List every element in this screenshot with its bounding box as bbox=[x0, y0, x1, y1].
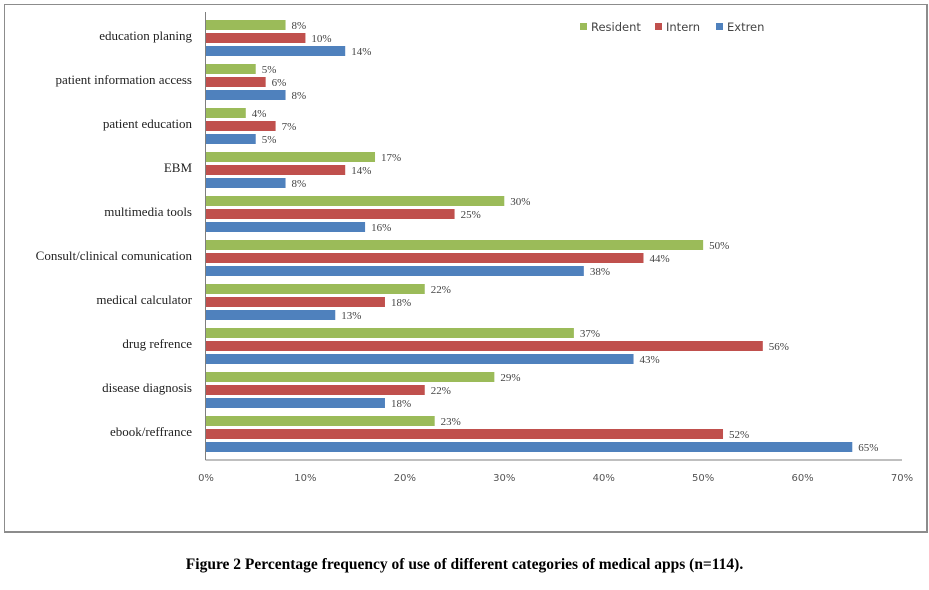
value-label-intern-3: 14% bbox=[351, 165, 371, 177]
bar-extren-2 bbox=[206, 134, 256, 144]
legend-label-extren: Extren bbox=[727, 20, 764, 34]
value-label-extren-0: 14% bbox=[351, 46, 371, 58]
category-label-4: multimedia tools bbox=[104, 204, 192, 219]
category-label-5: Consult/clinical comunication bbox=[36, 248, 193, 263]
value-label-extren-7: 43% bbox=[640, 354, 660, 366]
bar-intern-6 bbox=[206, 297, 385, 307]
x-tick-label-6: 60% bbox=[791, 473, 813, 484]
category-label-0: education planing bbox=[99, 28, 192, 43]
bar-extren-6 bbox=[206, 310, 336, 320]
value-label-intern-7: 56% bbox=[769, 341, 789, 353]
bar-extren-1 bbox=[206, 90, 286, 100]
value-label-resident-4: 30% bbox=[510, 196, 530, 208]
value-label-resident-1: 5% bbox=[262, 64, 277, 76]
bars-group bbox=[206, 20, 853, 452]
value-label-resident-6: 22% bbox=[431, 284, 451, 296]
value-label-extren-3: 8% bbox=[292, 178, 307, 190]
value-label-intern-1: 6% bbox=[272, 77, 287, 89]
value-label-resident-3: 17% bbox=[381, 152, 401, 164]
value-label-intern-4: 25% bbox=[461, 209, 481, 221]
value-label-extren-8: 18% bbox=[391, 398, 411, 410]
x-tick-label-4: 40% bbox=[593, 473, 615, 484]
value-label-resident-8: 29% bbox=[500, 372, 520, 384]
bar-extren-4 bbox=[206, 222, 366, 232]
bar-resident-4 bbox=[206, 196, 505, 206]
bar-extren-9 bbox=[206, 442, 853, 452]
x-tick-label-2: 20% bbox=[394, 473, 416, 484]
category-label-6: medical calculator bbox=[96, 292, 192, 307]
x-tick-label-3: 30% bbox=[493, 473, 515, 484]
bar-extren-3 bbox=[206, 178, 286, 188]
value-label-intern-6: 18% bbox=[391, 297, 411, 309]
value-label-intern-0: 10% bbox=[311, 33, 331, 45]
value-label-resident-7: 37% bbox=[580, 328, 600, 340]
bar-extren-8 bbox=[206, 398, 385, 408]
bar-intern-9 bbox=[206, 429, 724, 439]
bar-resident-3 bbox=[206, 152, 376, 162]
bar-resident-5 bbox=[206, 240, 704, 250]
bar-resident-6 bbox=[206, 284, 425, 294]
bar-intern-2 bbox=[206, 121, 276, 131]
bar-intern-7 bbox=[206, 341, 763, 351]
bar-extren-7 bbox=[206, 354, 634, 364]
value-label-intern-8: 22% bbox=[431, 385, 451, 397]
bar-resident-2 bbox=[206, 108, 246, 118]
bar-resident-8 bbox=[206, 372, 495, 382]
value-label-resident-0: 8% bbox=[292, 20, 307, 32]
value-label-extren-5: 38% bbox=[590, 266, 610, 278]
legend-label-intern: Intern bbox=[666, 20, 700, 34]
bar-resident-7 bbox=[206, 328, 574, 338]
value-label-intern-5: 44% bbox=[649, 253, 669, 265]
bar-intern-5 bbox=[206, 253, 644, 263]
bar-extren-0 bbox=[206, 46, 346, 56]
value-label-intern-2: 7% bbox=[282, 121, 297, 133]
legend-label-resident: Resident bbox=[591, 20, 641, 34]
legend-swatch-extren bbox=[716, 23, 723, 30]
bar-extren-5 bbox=[206, 266, 584, 276]
figure-caption: Figure 2 Percentage frequency of use of … bbox=[185, 556, 744, 573]
x-tick-label-5: 50% bbox=[692, 473, 714, 484]
value-label-extren-6: 13% bbox=[341, 310, 361, 322]
bar-intern-3 bbox=[206, 165, 346, 175]
legend: Resident Intern Extren bbox=[580, 20, 764, 34]
bar-intern-0 bbox=[206, 33, 306, 43]
x-tick-label-1: 10% bbox=[294, 473, 316, 484]
bar-resident-0 bbox=[206, 20, 286, 30]
x-tick-label-7: 70% bbox=[891, 473, 913, 484]
bar-resident-9 bbox=[206, 416, 435, 426]
bar-intern-8 bbox=[206, 385, 425, 395]
bar-resident-1 bbox=[206, 64, 256, 74]
bar-intern-4 bbox=[206, 209, 455, 219]
category-label-2: patient education bbox=[103, 116, 193, 131]
axes-group: 0% 10% 20% 30% 40% 50% 60% 70% bbox=[198, 12, 913, 484]
legend-swatch-resident bbox=[580, 23, 587, 30]
category-label-9: ebook/reffrance bbox=[110, 424, 192, 439]
value-label-resident-5: 50% bbox=[709, 240, 729, 252]
legend-swatch-intern bbox=[655, 23, 662, 30]
category-label-7: drug refrence bbox=[122, 336, 192, 351]
x-tick-label-0: 0% bbox=[198, 473, 214, 484]
category-label-1: patient information access bbox=[56, 72, 192, 87]
value-label-extren-1: 8% bbox=[292, 90, 307, 102]
value-label-extren-9: 65% bbox=[858, 442, 878, 454]
value-label-resident-9: 23% bbox=[441, 416, 461, 428]
bar-chart: 0% 10% 20% 30% 40% 50% 60% 70% 8% 10% 14% educatio… bbox=[36, 12, 913, 484]
value-label-extren-4: 16% bbox=[371, 222, 391, 234]
value-label-intern-9: 52% bbox=[729, 429, 749, 441]
bar-intern-1 bbox=[206, 77, 266, 87]
category-label-3: EBM bbox=[164, 160, 193, 175]
category-label-8: disease diagnosis bbox=[102, 380, 192, 395]
value-label-resident-2: 4% bbox=[252, 108, 267, 120]
value-label-extren-2: 5% bbox=[262, 134, 277, 146]
